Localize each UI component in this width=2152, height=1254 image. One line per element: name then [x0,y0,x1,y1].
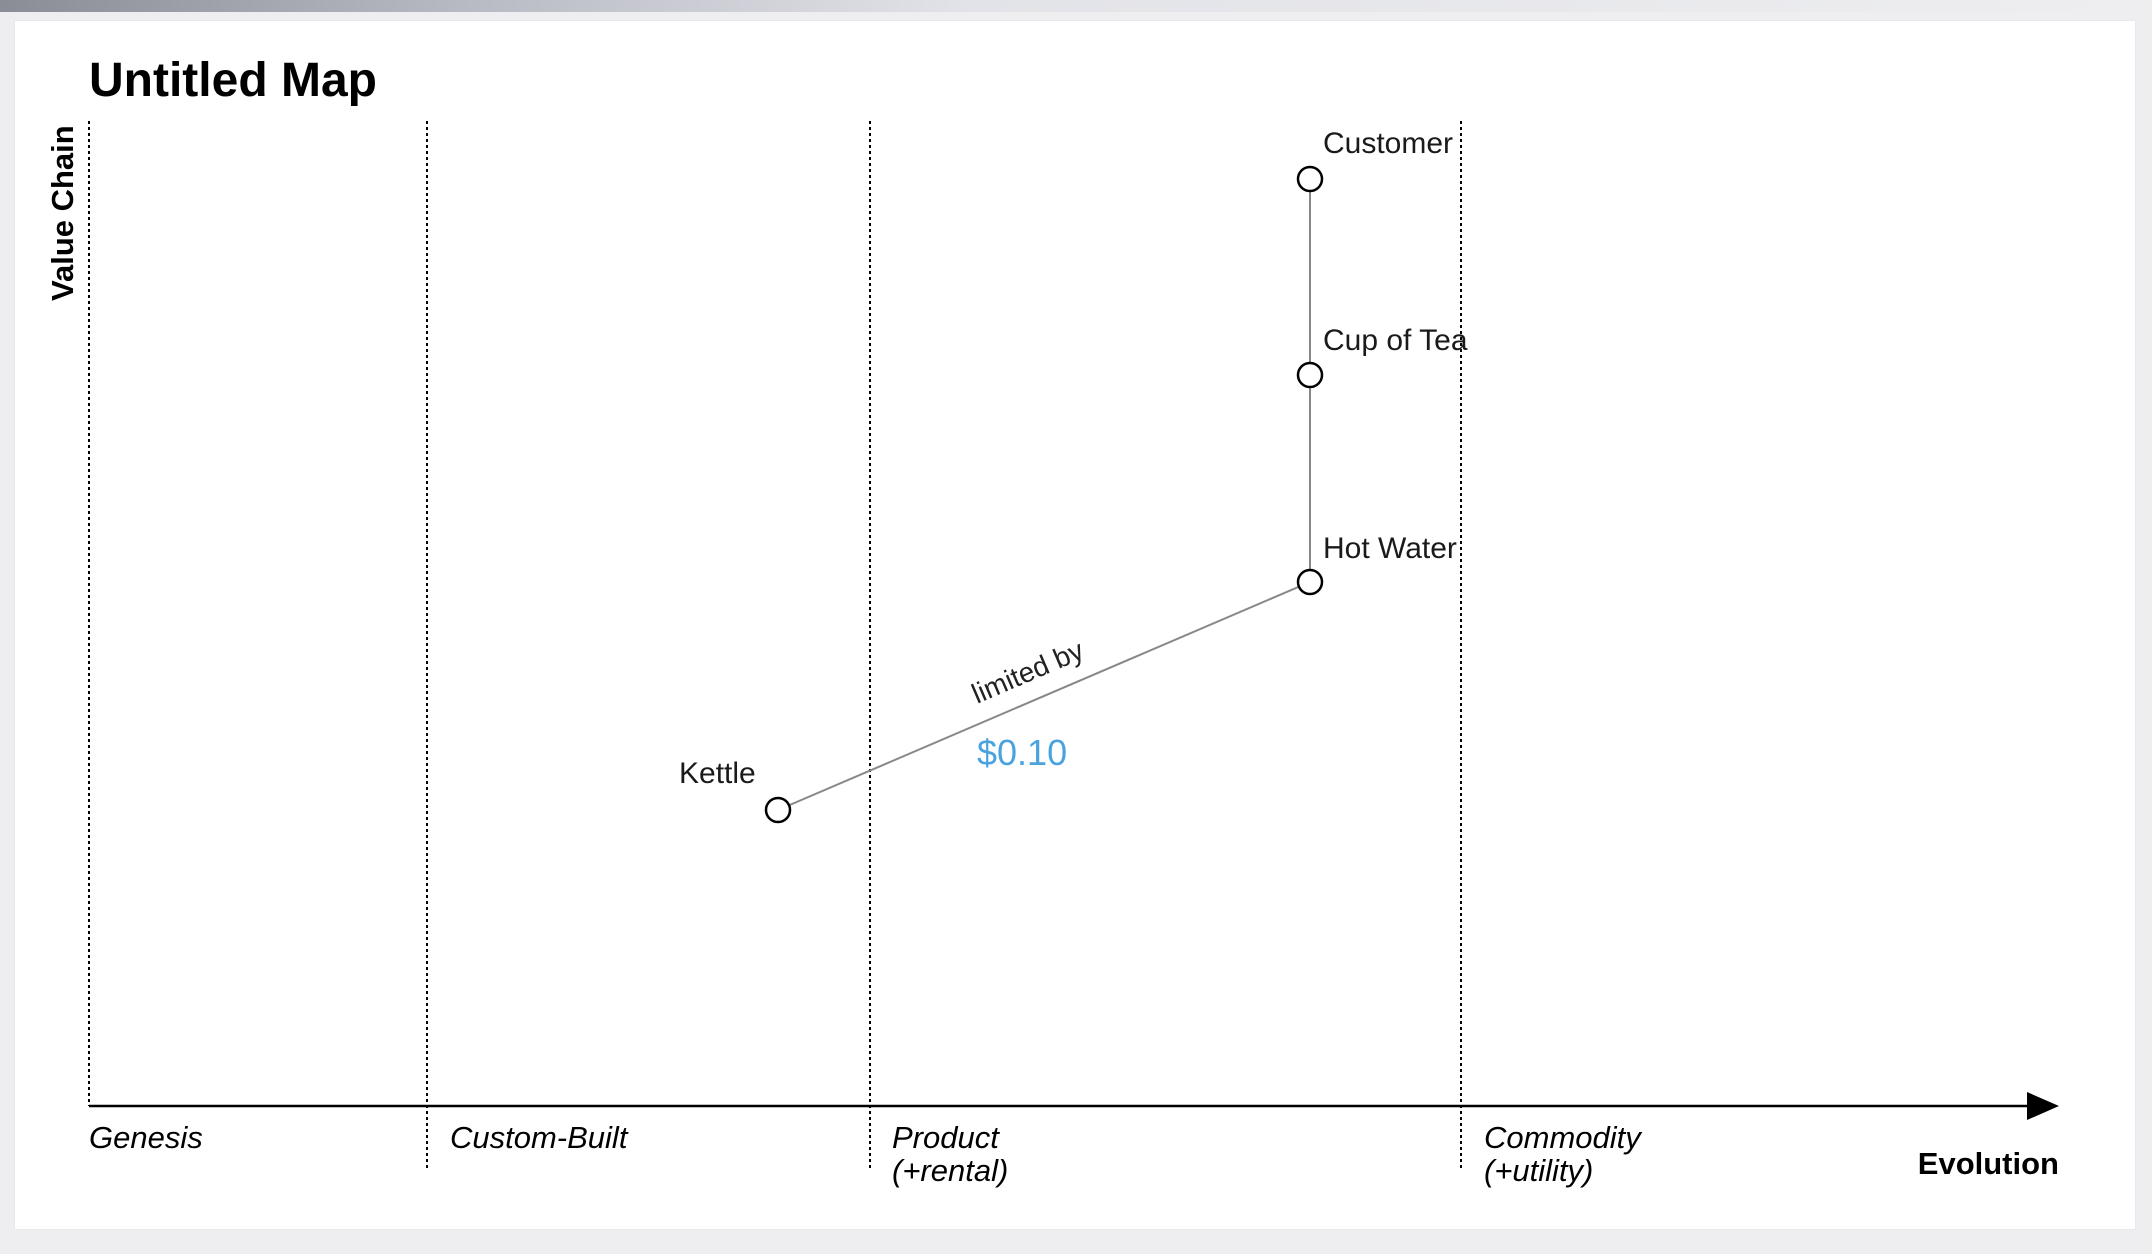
map-canvas[interactable]: Untitled Map Value Chain Genesis Custom-… [15,21,2135,1229]
stage-sublabel-product: (+rental) [892,1153,1008,1188]
stage-label-commodity: Commodity [1484,1120,1643,1155]
map-title: Untitled Map [89,54,377,107]
component-node-icon[interactable] [764,796,792,824]
component-label-kettle[interactable]: Kettle [679,757,756,790]
link-label-limited-by: limited by [967,634,1088,709]
component-customer[interactable]: Customer [1296,127,1453,193]
component-label-cup-of-tea[interactable]: Cup of Tea [1323,324,1468,357]
component-hot-water[interactable]: Hot Water [1296,532,1457,596]
stage-label-custom-built: Custom-Built [450,1120,629,1155]
component-node-icon[interactable] [1296,361,1324,389]
component-node-icon[interactable] [1296,165,1324,193]
component-label-hot-water[interactable]: Hot Water [1323,532,1457,565]
evolution-axis-arrow-icon [2027,1092,2059,1120]
value-chain-axis-label: Value Chain [45,125,80,301]
component-kettle[interactable]: Kettle [679,757,792,824]
stage-label-genesis: Genesis [89,1120,203,1155]
wardley-map: Untitled Map Value Chain Genesis Custom-… [45,54,2059,1188]
window-top-bar [0,0,2152,12]
stage-sublabel-commodity: (+utility) [1484,1153,1593,1188]
component-label-customer[interactable]: Customer [1323,127,1453,160]
stage-label-product: Product [892,1120,1000,1155]
evolution-axis-label: Evolution [1918,1146,2059,1181]
component-cup-of-tea[interactable]: Cup of Tea [1296,324,1468,389]
link-price: $0.10 [977,732,1067,773]
link-hot-water-kettle[interactable] [777,581,1311,811]
component-node-icon[interactable] [1296,568,1324,596]
